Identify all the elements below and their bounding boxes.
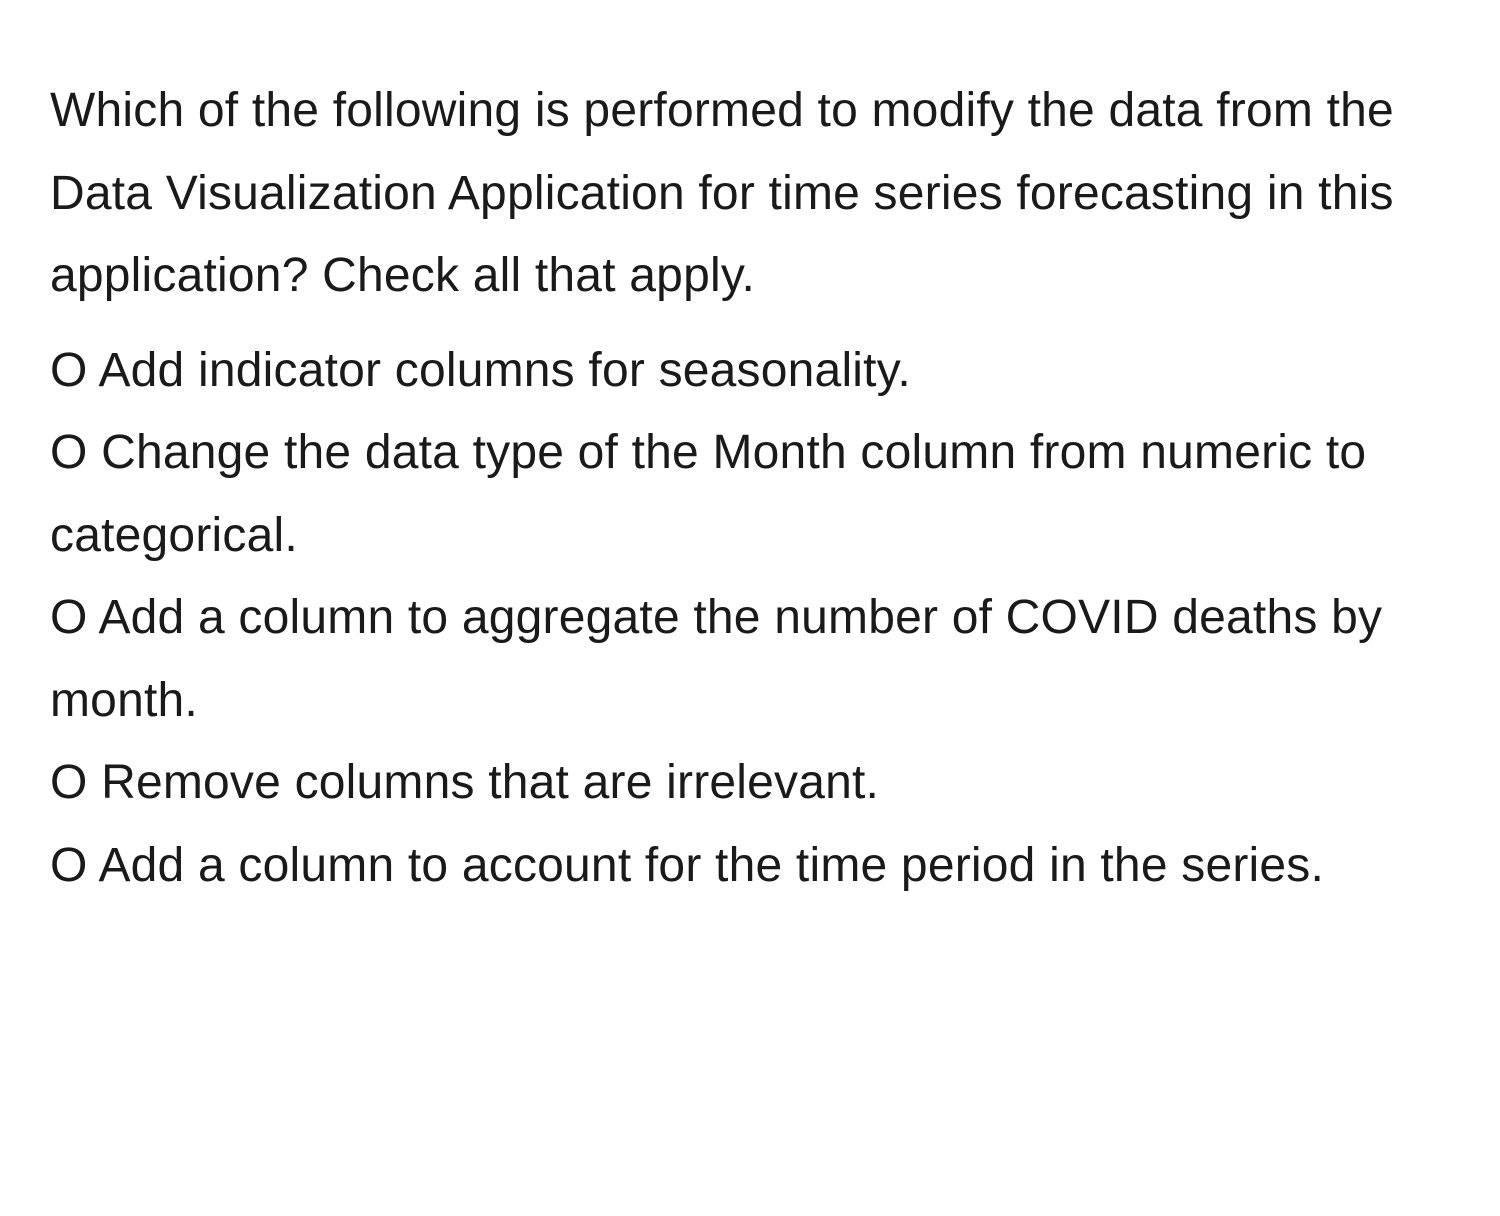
radio-icon: O xyxy=(50,426,88,479)
radio-icon: O xyxy=(50,756,88,809)
option-3[interactable]: O Add a column to aggregate the number o… xyxy=(50,577,1450,742)
option-2[interactable]: O Change the data type of the Month colu… xyxy=(50,412,1450,577)
option-2-label: Change the data type of the Month column… xyxy=(50,426,1366,562)
option-4-label: Remove columns that are irrelevant. xyxy=(101,756,879,809)
radio-icon: O xyxy=(50,839,88,892)
option-4[interactable]: O Remove columns that are irrelevant. xyxy=(50,742,1450,825)
option-1[interactable]: O Add indicator columns for seasonality. xyxy=(50,330,1450,413)
question-text: Which of the following is performed to m… xyxy=(50,70,1450,318)
quiz-page: Which of the following is performed to m… xyxy=(0,0,1500,957)
option-1-label: Add indicator columns for seasonality. xyxy=(98,344,910,397)
option-5-label: Add a column to account for the time per… xyxy=(98,839,1324,892)
radio-icon: O xyxy=(50,344,88,397)
option-5[interactable]: O Add a column to account for the time p… xyxy=(50,825,1450,908)
options-list: O Add indicator columns for seasonality.… xyxy=(50,330,1450,908)
radio-icon: O xyxy=(50,591,88,644)
option-3-label: Add a column to aggregate the number of … xyxy=(50,591,1382,727)
